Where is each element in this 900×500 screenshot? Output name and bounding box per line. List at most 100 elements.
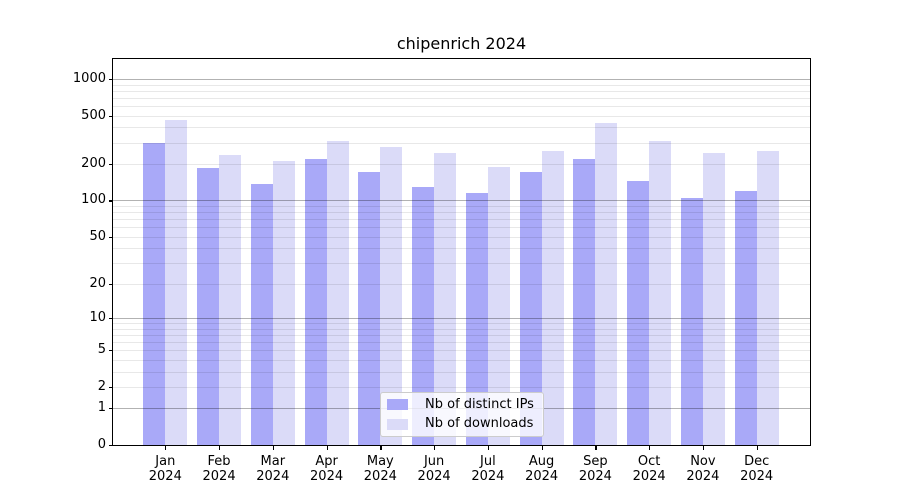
gridline-minor — [113, 341, 810, 343]
y-tick-label: 200 — [81, 156, 106, 171]
bar-distinct-ips — [143, 142, 166, 445]
bar-downloads — [326, 140, 349, 445]
legend-entry: Nb of distinct IPs — [387, 395, 535, 415]
gridline-minor — [113, 350, 810, 352]
x-tick-label: Sep 2024 — [578, 454, 612, 484]
legend-swatch-distinct-ips — [387, 399, 408, 411]
y-tick — [109, 164, 113, 166]
bar-distinct-ips — [680, 197, 703, 445]
gridline-minor — [113, 371, 810, 373]
gridline-minor — [113, 90, 810, 92]
bar-distinct-ips — [250, 184, 273, 445]
legend-label: Nb of downloads — [425, 416, 534, 432]
y-tick-label: 1000 — [72, 70, 106, 86]
x-tick-label: Apr 2024 — [310, 454, 344, 484]
gridline-minor — [113, 212, 810, 214]
gridline-minor — [113, 219, 810, 221]
legend: Nb of distinct IPs Nb of downloads — [380, 392, 544, 437]
bar-downloads — [165, 120, 188, 445]
x-tick-label: Mar 2024 — [256, 454, 290, 484]
x-tick-label: Oct 2024 — [632, 454, 666, 484]
gridline-minor — [113, 164, 810, 165]
bar-downloads — [541, 150, 564, 445]
bar-downloads — [756, 150, 779, 445]
legend-entry: Nb of downloads — [387, 415, 535, 435]
bar-distinct-ips — [412, 186, 435, 445]
gridline-minor — [113, 105, 810, 107]
gridline-major — [113, 78, 810, 80]
x-tick — [219, 445, 221, 450]
y-tick — [109, 283, 113, 285]
y-tick-label: 10 — [89, 309, 106, 325]
bar-downloads — [595, 123, 618, 445]
chart-title: chipenrich 2024 — [396, 34, 527, 53]
bar-distinct-ips — [358, 172, 381, 445]
x-tick — [487, 445, 490, 450]
gridline-minor — [113, 227, 810, 229]
y-tick — [109, 317, 113, 320]
gridline-minor — [113, 127, 810, 129]
gridline-minor — [113, 142, 810, 144]
x-tick-label: Nov 2024 — [686, 454, 720, 484]
y-tick — [109, 408, 113, 410]
y-tick-label: 20 — [89, 275, 106, 291]
plot-area — [112, 58, 811, 446]
x-tick-label: Jul 2024 — [471, 454, 505, 484]
bar-downloads — [434, 153, 457, 445]
gridline-minor — [113, 334, 810, 336]
gridline-minor — [113, 236, 810, 238]
bar-downloads — [272, 160, 295, 445]
bar-distinct-ips — [734, 191, 757, 445]
y-tick-label: 50 — [89, 228, 106, 244]
x-tick — [756, 445, 758, 450]
y-tick-label: 5 — [97, 342, 106, 358]
gridline-minor — [113, 323, 810, 324]
y-tick — [109, 115, 113, 117]
gridline-minor — [113, 115, 810, 117]
bar-distinct-ips — [465, 192, 488, 445]
gridline-major — [113, 317, 810, 319]
gridline-minor — [113, 263, 810, 265]
gridline-minor — [113, 84, 810, 86]
x-tick-label: Jan 2024 — [148, 454, 182, 484]
legend-swatch-downloads — [387, 418, 408, 430]
bar-distinct-ips — [304, 158, 327, 445]
gridline-minor — [113, 386, 810, 388]
y-tick-label: 1 — [97, 400, 106, 416]
bar-downloads — [219, 155, 242, 445]
y-tick-label: 100 — [81, 192, 106, 208]
x-tick — [165, 445, 167, 450]
y-tick-label: 2 — [97, 378, 106, 394]
x-tick-label: Aug 2024 — [525, 454, 559, 484]
gridline-major — [113, 200, 810, 202]
gridline-minor — [113, 97, 810, 99]
legend-label: Nb of distinct IPs — [425, 396, 534, 412]
x-tick — [380, 445, 382, 450]
y-tick — [109, 78, 113, 81]
gridline-minor — [113, 359, 810, 361]
x-tick-label: Dec 2024 — [740, 454, 774, 484]
x-tick — [434, 445, 436, 450]
bar-distinct-ips — [573, 158, 596, 445]
y-tick — [109, 386, 113, 388]
y-tick-label: 0 — [97, 437, 106, 452]
x-tick — [649, 445, 651, 450]
bar-downloads — [702, 152, 725, 445]
bar-distinct-ips — [627, 180, 650, 445]
y-tick — [109, 200, 113, 202]
bar-downloads — [649, 140, 672, 445]
y-tick — [109, 445, 113, 447]
y-tick — [109, 236, 113, 238]
x-tick — [541, 445, 543, 450]
bar-downloads — [380, 146, 403, 445]
bar-downloads — [487, 166, 510, 445]
x-tick — [326, 445, 328, 450]
x-tick — [702, 445, 705, 450]
gridline-minor — [113, 328, 810, 330]
gridline-minor — [113, 283, 810, 285]
gridline-minor — [113, 205, 810, 207]
bar-distinct-ips — [519, 172, 542, 445]
y-tick-label: 500 — [81, 107, 106, 123]
x-tick-label: Feb 2024 — [202, 454, 236, 484]
